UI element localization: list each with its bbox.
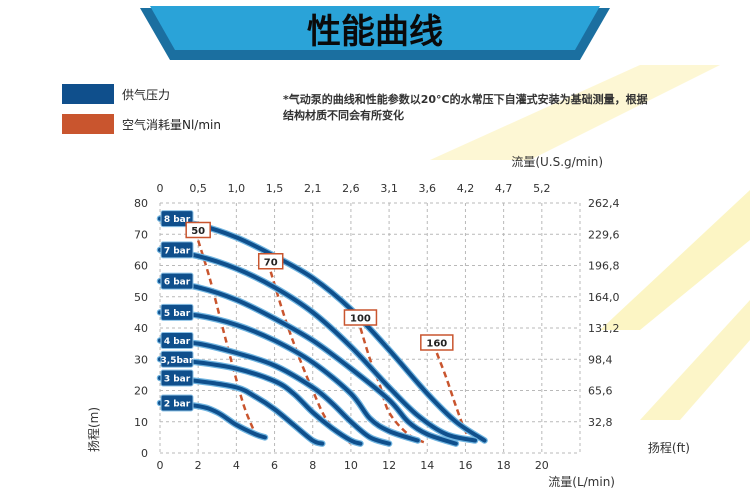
pressure-label-box [160, 394, 194, 412]
pressure-label-box [160, 272, 194, 290]
curve-3bar [158, 376, 325, 446]
x-tick-label: 16 [458, 459, 472, 472]
pressure-label-box [160, 350, 194, 368]
pressure-label: 3 bar [164, 375, 191, 385]
legend-swatch-pressure [62, 84, 114, 104]
top-tick-label: 2,6 [342, 182, 360, 195]
right-tick-label: 229,6 [588, 228, 620, 241]
top-tick-label: 3,1 [380, 182, 398, 195]
axis-tick-labels: 0020,541,061,582,1102,6123,1143,6164,218… [134, 182, 620, 472]
y-tick-label: 60 [134, 260, 148, 273]
note-line-1: *气动泵的曲线和性能参数以20°C的水常压下自灌式安装为基础测量，根据 [283, 92, 648, 106]
top-tick-label: 4,7 [495, 182, 513, 195]
top-tick-label: 1,0 [228, 182, 246, 195]
banner-title: 性能曲线 [307, 12, 443, 52]
y-tick-label: 30 [134, 353, 148, 366]
pressure-label: 7 bar [164, 246, 191, 256]
right-tick-label: 98,4 [588, 353, 613, 366]
pressure-curves [156, 215, 488, 447]
y-tick-label: 10 [134, 416, 148, 429]
legend-swatch-air [62, 114, 114, 134]
curve-8bar [158, 216, 487, 443]
y-tick-label: 50 [134, 291, 148, 304]
curve-2bar [158, 401, 267, 440]
legend: 供气压力 空气消耗量Nl/min [62, 84, 221, 134]
top-tick-label: 0 [157, 182, 164, 195]
pressure-label: 4 bar [164, 337, 191, 347]
legend-label-air: 空气消耗量Nl/min [122, 117, 221, 132]
air-label-box-100 [343, 309, 378, 326]
right-axis-title: 扬程(ft) [648, 440, 690, 455]
top-tick-label: 2,1 [304, 182, 322, 195]
x-tick-label: 18 [497, 459, 511, 472]
pressure-label-box [160, 210, 194, 228]
x-tick-label: 2 [195, 459, 202, 472]
pressure-label: 2 bar [164, 400, 191, 410]
y-tick-label: 80 [134, 197, 148, 210]
legend-label-pressure: 供气压力 [122, 87, 170, 102]
air-label-box-160 [420, 334, 454, 351]
pressure-label: 8 bar [164, 215, 191, 225]
top-tick-label: 1,5 [266, 182, 284, 195]
pressure-label: 5 bar [164, 309, 191, 319]
x-tick-label: 0 [157, 459, 164, 472]
x-axis-title: 流量(L/min) [548, 475, 615, 489]
right-tick-label: 131,2 [588, 322, 620, 335]
pressure-label-box [160, 332, 194, 349]
air-label-box-50 [185, 221, 211, 239]
note-line-2: 结构材质不同会有所变化 [282, 108, 404, 122]
x-tick-label: 10 [344, 459, 358, 472]
y-axis-title: 扬程(m) [86, 407, 101, 452]
air-label-box-70 [257, 253, 284, 270]
performance-chart: 0020,541,061,582,1102,6123,1143,6164,218… [86, 155, 690, 489]
pressure-label-box [160, 369, 194, 387]
curve-6bar [158, 279, 458, 446]
x-tick-label: 8 [309, 459, 316, 472]
right-tick-label: 196,8 [588, 260, 620, 273]
y-tick-label: 0 [141, 447, 148, 460]
y-tick-label: 70 [134, 228, 148, 241]
air-label-100: 100 [350, 314, 371, 325]
curve-35bar [158, 357, 363, 446]
x-tick-label: 4 [233, 459, 240, 472]
x-tick-label: 14 [420, 459, 434, 472]
x-tick-label: 20 [535, 459, 549, 472]
air-line-50 [196, 240, 257, 435]
right-tick-label: 65,6 [588, 385, 613, 398]
curve-7bar [158, 247, 477, 443]
x-tick-label: 6 [271, 459, 278, 472]
right-tick-label: 262,4 [588, 197, 620, 210]
top-axis-title: 流量(U.S.g/min) [511, 155, 603, 169]
measurement-note: *气动泵的曲线和性能参数以20°C的水常压下自灌式安装为基础测量，根据 结构材质… [282, 92, 648, 122]
air-label-160: 160 [426, 339, 447, 350]
pressure-label: 3,5bar [161, 356, 194, 366]
top-tick-label: 3,6 [419, 182, 437, 195]
curve-4bar [158, 338, 392, 446]
pressure-label: 6 bar [164, 278, 191, 288]
top-tick-label: 5,2 [533, 182, 551, 195]
decorative-background [430, 65, 750, 420]
top-tick-label: 4,2 [457, 182, 475, 195]
air-consumption-labels: 50 70 100 160 [185, 221, 454, 351]
title-banner: 性能曲线 [140, 6, 610, 60]
x-tick-label: 12 [382, 459, 396, 472]
curve-5bar [158, 310, 420, 443]
right-tick-label: 32,8 [588, 416, 613, 429]
right-tick-label: 164,0 [588, 291, 620, 304]
y-tick-label: 40 [134, 322, 148, 335]
y-tick-label: 20 [134, 385, 148, 398]
pressure-label-box [160, 303, 194, 321]
pressure-label-box [160, 241, 194, 259]
top-tick-label: 0,5 [189, 182, 207, 195]
air-label-50: 50 [191, 226, 205, 237]
pressure-labels: 8 bar 7 bar 6 bar 5 bar 4 bar 3,5bar 3 bar 2 ba… [160, 210, 194, 412]
air-label-70: 70 [264, 257, 278, 268]
